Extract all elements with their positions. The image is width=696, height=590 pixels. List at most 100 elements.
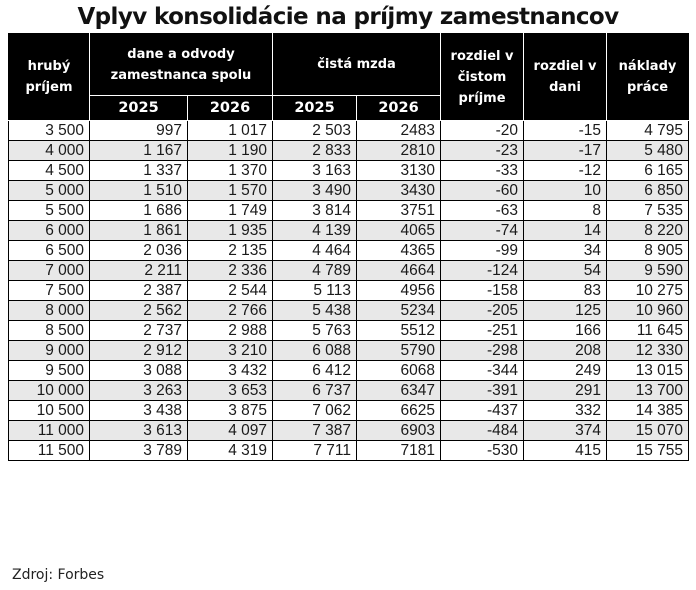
cell-gross-income: 8 000 bbox=[8, 300, 90, 321]
cell-tax-diff: 125 bbox=[523, 300, 608, 321]
cell-net-income-diff: -99 bbox=[440, 240, 525, 261]
table-row: 3 500 997 1 017 2 503 2483 -20 -15 4 795 bbox=[8, 120, 690, 141]
cell-labor-cost: 14 385 bbox=[606, 400, 690, 421]
header-net-wage-group: čistá mzda bbox=[271, 33, 442, 96]
cell-gross-income: 3 500 bbox=[8, 120, 90, 141]
cell-taxes-2025: 2 387 bbox=[89, 280, 188, 301]
income-impact-table: hrubý príjem dane a odvody zamestnanca s… bbox=[8, 33, 690, 461]
cell-labor-cost: 6 165 bbox=[606, 160, 690, 181]
cell-taxes-2025: 3 263 bbox=[89, 380, 188, 401]
cell-gross-income: 5 000 bbox=[8, 180, 90, 201]
cell-gross-income: 11 500 bbox=[8, 440, 90, 461]
cell-taxes-2026: 2 988 bbox=[187, 320, 273, 341]
cell-net-wage-2025: 5 763 bbox=[272, 320, 357, 341]
cell-labor-cost: 11 645 bbox=[606, 320, 690, 341]
cell-labor-cost: 10 275 bbox=[606, 280, 690, 301]
header-net-wage-2026: 2026 bbox=[355, 95, 442, 121]
cell-net-income-diff: -530 bbox=[440, 440, 525, 461]
table-row: 7 000 2 211 2 336 4 789 4664 -124 54 9 590 bbox=[8, 260, 690, 281]
cell-net-wage-2025: 5 113 bbox=[272, 280, 357, 301]
cell-taxes-2026: 4 319 bbox=[187, 440, 273, 461]
header-net-wage-2025: 2025 bbox=[272, 95, 357, 121]
cell-net-wage-2026: 5234 bbox=[355, 300, 442, 321]
cell-net-wage-2026: 5790 bbox=[355, 340, 442, 361]
cell-labor-cost: 8 905 bbox=[606, 240, 690, 261]
cell-tax-diff: 54 bbox=[523, 260, 608, 281]
cell-gross-income: 10 000 bbox=[8, 380, 90, 401]
cell-gross-income: 9 500 bbox=[8, 360, 90, 381]
cell-net-wage-2026: 2810 bbox=[355, 140, 442, 161]
cell-gross-income: 4 000 bbox=[8, 140, 90, 161]
cell-net-income-diff: -344 bbox=[440, 360, 525, 381]
table-row: 10 000 3 263 3 653 6 737 6347 -391 291 13 700 bbox=[8, 380, 690, 401]
cell-labor-cost: 13 015 bbox=[606, 360, 690, 381]
cell-net-income-diff: -158 bbox=[440, 280, 525, 301]
cell-taxes-2026: 4 097 bbox=[187, 420, 273, 441]
cell-net-wage-2026: 4365 bbox=[355, 240, 442, 261]
cell-taxes-2026: 1 749 bbox=[187, 200, 273, 221]
table-row: 9 500 3 088 3 432 6 412 6068 -344 249 13 015 bbox=[8, 360, 690, 381]
cell-net-wage-2026: 6625 bbox=[355, 400, 442, 421]
cell-net-wage-2025: 3 814 bbox=[272, 200, 357, 221]
cell-net-wage-2025: 4 464 bbox=[272, 240, 357, 261]
cell-tax-diff: -12 bbox=[523, 160, 608, 181]
header-taxes-2025: 2025 bbox=[89, 95, 188, 121]
cell-net-income-diff: -33 bbox=[440, 160, 525, 181]
cell-net-income-diff: -484 bbox=[440, 420, 525, 441]
cell-tax-diff: 415 bbox=[523, 440, 608, 461]
cell-net-wage-2025: 5 438 bbox=[272, 300, 357, 321]
cell-taxes-2026: 3 653 bbox=[187, 380, 273, 401]
cell-gross-income: 11 000 bbox=[8, 420, 90, 441]
cell-taxes-2026: 3 432 bbox=[187, 360, 273, 381]
table-row: 9 000 2 912 3 210 6 088 5790 -298 208 12 330 bbox=[8, 340, 690, 361]
cell-taxes-2025: 1 510 bbox=[89, 180, 188, 201]
cell-labor-cost: 13 700 bbox=[606, 380, 690, 401]
cell-labor-cost: 8 220 bbox=[606, 220, 690, 241]
cell-taxes-2025: 3 438 bbox=[89, 400, 188, 421]
cell-net-income-diff: -20 bbox=[440, 120, 525, 141]
table-row: 11 000 3 613 4 097 7 387 6903 -484 374 15 070 bbox=[8, 420, 690, 441]
cell-net-wage-2026: 2483 bbox=[355, 120, 442, 141]
cell-taxes-2026: 1 570 bbox=[187, 180, 273, 201]
cell-gross-income: 9 000 bbox=[8, 340, 90, 361]
cell-labor-cost: 15 755 bbox=[606, 440, 690, 461]
cell-taxes-2026: 1 017 bbox=[187, 120, 273, 141]
cell-net-wage-2026: 3130 bbox=[355, 160, 442, 181]
cell-gross-income: 6 500 bbox=[8, 240, 90, 261]
cell-tax-diff: 166 bbox=[523, 320, 608, 341]
cell-net-wage-2026: 7181 bbox=[355, 440, 442, 461]
cell-gross-income: 5 500 bbox=[8, 200, 90, 221]
cell-net-wage-2025: 3 163 bbox=[272, 160, 357, 181]
cell-net-income-diff: -437 bbox=[440, 400, 525, 421]
cell-gross-income: 7 000 bbox=[8, 260, 90, 281]
cell-labor-cost: 15 070 bbox=[606, 420, 690, 441]
cell-taxes-2025: 2 211 bbox=[89, 260, 188, 281]
cell-net-wage-2025: 4 789 bbox=[272, 260, 357, 281]
cell-net-wage-2025: 7 062 bbox=[272, 400, 357, 421]
cell-net-wage-2025: 7 387 bbox=[272, 420, 357, 441]
table-row: 4 500 1 337 1 370 3 163 3130 -33 -12 6 165 bbox=[8, 160, 690, 181]
cell-net-wage-2025: 2 833 bbox=[272, 140, 357, 161]
table-row: 6 500 2 036 2 135 4 464 4365 -99 34 8 905 bbox=[8, 240, 690, 261]
cell-taxes-2025: 1 167 bbox=[89, 140, 188, 161]
cell-tax-diff: 14 bbox=[523, 220, 608, 241]
cell-gross-income: 10 500 bbox=[8, 400, 90, 421]
cell-tax-diff: 10 bbox=[523, 180, 608, 201]
table-row: 4 000 1 167 1 190 2 833 2810 -23 -17 5 480 bbox=[8, 140, 690, 161]
cell-taxes-2026: 3 210 bbox=[187, 340, 273, 361]
cell-net-income-diff: -74 bbox=[440, 220, 525, 241]
cell-taxes-2026: 2 544 bbox=[187, 280, 273, 301]
table-row: 6 000 1 861 1 935 4 139 4065 -74 14 8 220 bbox=[8, 220, 690, 241]
cell-net-wage-2026: 4065 bbox=[355, 220, 442, 241]
header-gross-income: hrubý príjem bbox=[8, 33, 90, 121]
cell-net-wage-2026: 3751 bbox=[355, 200, 442, 221]
table-row: 10 500 3 438 3 875 7 062 6625 -437 332 14 385 bbox=[8, 400, 690, 421]
cell-net-wage-2025: 4 139 bbox=[272, 220, 357, 241]
cell-net-income-diff: -391 bbox=[440, 380, 525, 401]
cell-labor-cost: 10 960 bbox=[606, 300, 690, 321]
table-row: 11 500 3 789 4 319 7 711 7181 -530 415 15 755 bbox=[8, 440, 690, 461]
source-note: Zdroj: Forbes bbox=[12, 567, 105, 583]
header-labor-cost: náklady práce bbox=[606, 33, 690, 121]
cell-labor-cost: 7 535 bbox=[606, 200, 690, 221]
cell-gross-income: 7 500 bbox=[8, 280, 90, 301]
